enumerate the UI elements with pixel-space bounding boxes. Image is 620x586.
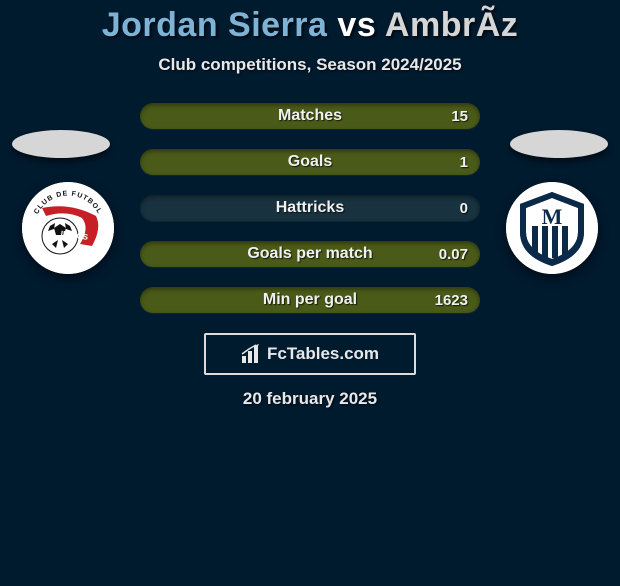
stat-label: Goals per match: [140, 245, 480, 263]
stat-label: Hattricks: [140, 199, 480, 217]
svg-text:M: M: [542, 204, 563, 229]
stat-label: Min per goal: [140, 291, 480, 309]
stat-value-right: 0.07: [439, 246, 468, 263]
stat-row: Matches15: [140, 103, 480, 129]
player1-oval: [12, 130, 110, 158]
stat-value-right: 15: [451, 108, 468, 125]
date-text: 20 february 2025: [0, 389, 620, 409]
vs-word: vs: [337, 6, 376, 44]
footer-brand-text: FcTables.com: [267, 344, 379, 364]
player2-name: AmbrÃ­z: [385, 6, 518, 44]
page-title: Jordan Sierra vs AmbrÃ­z: [0, 6, 620, 45]
stat-row: Goals per match0.07: [140, 241, 480, 267]
subtitle: Club competitions, Season 2024/2025: [0, 55, 620, 75]
stat-label: Goals: [140, 153, 480, 171]
bars-icon: [241, 344, 263, 364]
club-badge-left: CLUB DE FUTBOL INDIOS: [22, 182, 114, 274]
stat-row: Goals1: [140, 149, 480, 175]
stat-row: Min per goal1623: [140, 287, 480, 313]
stat-label: Matches: [140, 107, 480, 125]
rayados-badge-icon: M: [506, 182, 598, 274]
player2-oval: [510, 130, 608, 158]
footer-brand-box: FcTables.com: [204, 333, 416, 375]
player1-name: Jordan Sierra: [102, 6, 328, 44]
indios-badge-icon: CLUB DE FUTBOL INDIOS: [22, 182, 114, 274]
stat-value-right: 0: [460, 200, 468, 217]
stat-value-right: 1623: [435, 292, 468, 309]
stat-row: Hattricks0: [140, 195, 480, 221]
club-badge-right: M: [506, 182, 598, 274]
stat-value-right: 1: [460, 154, 468, 171]
